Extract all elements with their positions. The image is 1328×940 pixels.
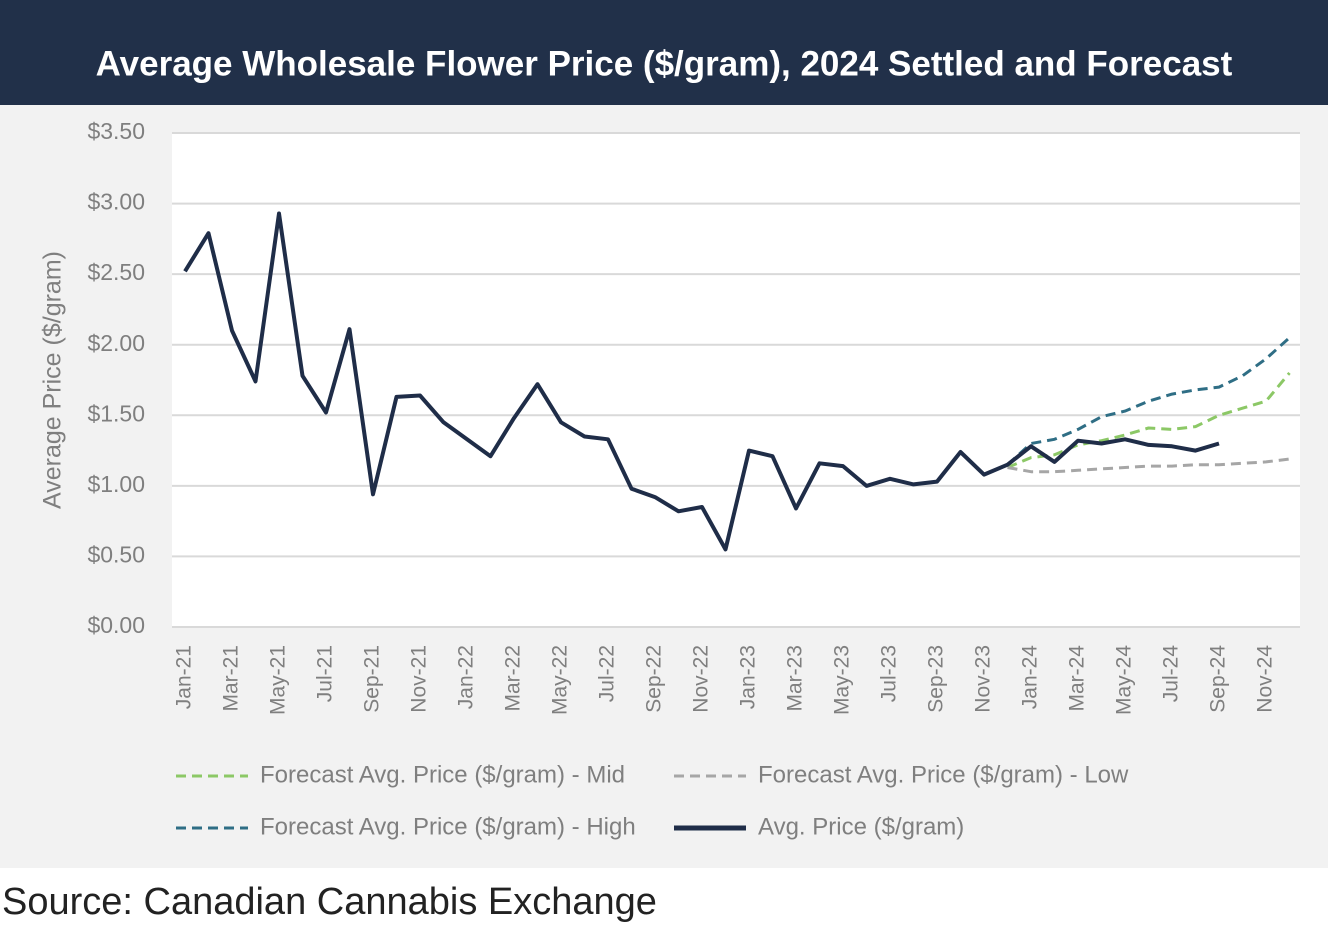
x-tick-label: Jan-23 [737,645,760,709]
x-tick-label: Jan-24 [1019,645,1042,710]
legend-label: Avg. Price ($/gram) [758,813,964,840]
legend-label: Forecast Avg. Price ($/gram) - Low [758,761,1129,788]
legend-label: Forecast Avg. Price ($/gram) - Mid [260,761,625,788]
x-tick-label: Sep-23 [925,645,948,713]
x-tick-label: Nov-23 [972,645,995,713]
y-tick-label: $3.50 [87,118,145,144]
chart-title: Average Wholesale Flower Price ($/gram),… [96,44,1233,83]
y-tick-label: $2.50 [87,259,145,285]
plot-area [172,133,1300,627]
y-tick-label: $0.00 [87,612,145,638]
x-tick-label: May-22 [549,645,572,715]
x-tick-label: Jul-23 [878,645,901,702]
x-tick-label: Nov-22 [690,645,713,713]
series-line [183,211,1220,552]
series-line [1006,336,1291,466]
y-tick-label: $1.00 [87,471,145,497]
x-tick-label: Mar-24 [1066,645,1089,712]
x-tick-label: Jul-24 [1160,645,1183,703]
x-tick-label: Mar-23 [784,645,807,712]
x-tick-label: Nov-24 [1254,645,1277,713]
x-tick-label: May-21 [267,645,290,715]
x-tick-label: Mar-22 [502,645,525,712]
source-note: Source: Canadian Cannabis Exchange [2,881,657,923]
x-tick-label: Mar-21 [220,645,243,712]
x-tick-label: Sep-22 [643,645,666,713]
legend-label: Forecast Avg. Price ($/gram) - High [260,813,636,840]
y-tick-label: $2.00 [87,330,145,356]
x-tick-label: Sep-21 [361,645,384,713]
y-axis-label: Average Price ($/gram) [39,251,67,509]
series-line [1006,371,1291,469]
y-tick-label: $1.50 [87,400,145,426]
x-tick-label: Jan-21 [173,645,196,709]
x-tick-label: Jul-21 [314,645,337,702]
x-tick-label: Sep-24 [1207,645,1230,713]
x-tick-label: Nov-21 [408,645,431,713]
y-tick-label: $3.00 [87,189,145,215]
title-band [0,0,1328,105]
y-tick-label: $0.50 [87,542,145,568]
x-tick-label: Jul-22 [596,645,619,702]
x-tick-label: May-24 [1113,645,1136,715]
x-tick-label: Jan-22 [455,645,478,709]
x-tick-label: May-23 [831,645,854,715]
